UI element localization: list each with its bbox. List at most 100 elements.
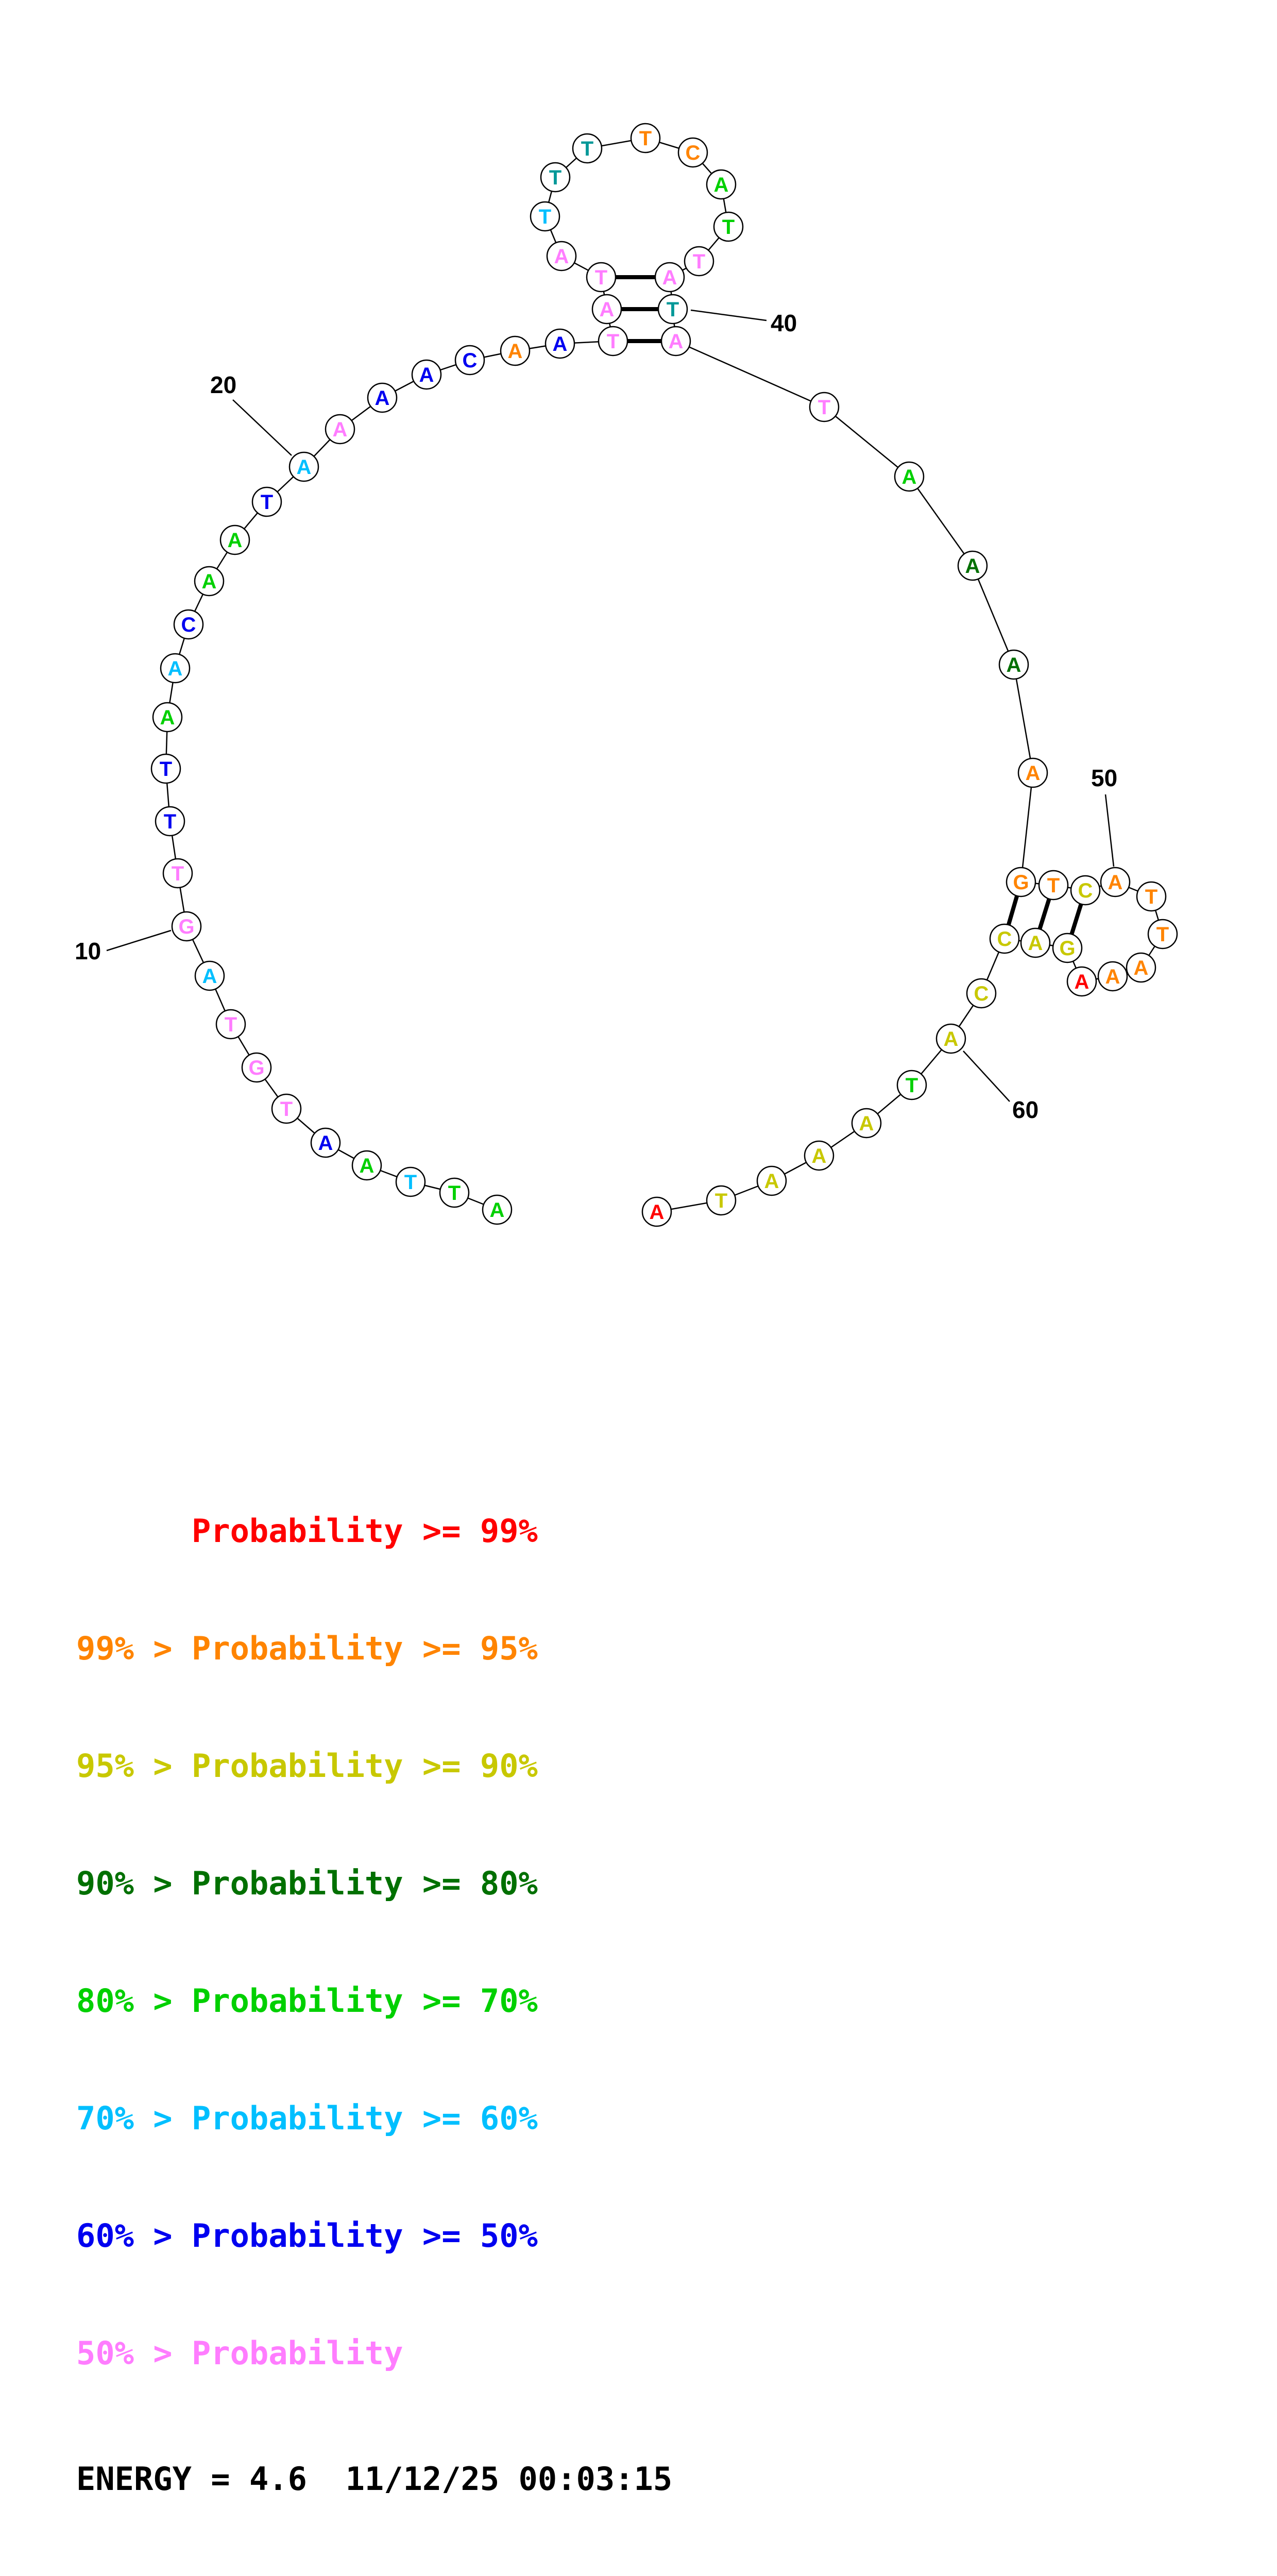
position-label: 50 — [1091, 765, 1117, 791]
nucleotide-letter: A — [1105, 965, 1120, 988]
nucleotide-letter: T — [639, 127, 652, 150]
legend-line-p90: 95% > Probability >= 90% — [76, 1747, 538, 1785]
nucleotide-circle — [677, 137, 708, 168]
nucleotide-circle — [411, 359, 442, 390]
nucleotide-letter: A — [1028, 932, 1043, 955]
nucleotide-letter: T — [404, 1171, 417, 1194]
nucleotide-letter: A — [419, 364, 434, 386]
nucleotide-letter: T — [164, 810, 176, 833]
nucleotide-letter: A — [764, 1170, 779, 1193]
nucleotide-letter: A — [650, 1201, 665, 1224]
nucleotide-letter: T — [448, 1182, 461, 1205]
nucleotide-letter: C — [997, 928, 1012, 951]
nucleotide-circle — [351, 1150, 382, 1181]
nucleotide-circle — [684, 246, 714, 277]
position-label: 40 — [771, 310, 797, 336]
nucleotide-circle — [591, 294, 622, 325]
label-pointer-line — [690, 309, 767, 321]
nucleotide-letter: T — [1156, 923, 1169, 946]
nucleotide-letter: A — [859, 1112, 874, 1135]
nucleotide-circle — [160, 653, 191, 684]
nucleotide-circle — [152, 702, 183, 733]
nucleotide-letter: T — [581, 138, 593, 160]
nucleotide-circle — [482, 1194, 513, 1225]
nucleotide-circle — [713, 211, 744, 242]
nucleotide-letter: T — [172, 862, 184, 885]
nucleotide-letter: A — [202, 965, 217, 988]
nucleotide-circle — [572, 133, 603, 164]
nucleotide-letter: A — [669, 330, 684, 353]
nucleotide-letter: T — [607, 330, 619, 353]
nucleotide-letter: A — [902, 466, 917, 488]
nucleotide-circle — [660, 326, 691, 357]
nucleotide-letter: A — [168, 657, 183, 680]
legend-line-p70: 80% > Probability >= 70% — [76, 1982, 538, 2020]
nucleotide-letter: A — [360, 1155, 374, 1177]
nucleotide-circle — [630, 123, 661, 154]
nucleotide-circle — [1006, 867, 1036, 897]
nucleotide-letter: A — [490, 1199, 505, 1222]
nucleotide-letter: A — [662, 266, 677, 289]
nucleotide-letter: A — [202, 570, 217, 593]
nucleotide-letter: T — [261, 491, 273, 514]
nucleotide-circle — [1100, 867, 1131, 897]
nucleotide-circle — [1038, 870, 1069, 901]
nucleotide-circle — [894, 461, 925, 492]
nucleotide-circle — [851, 1108, 882, 1139]
nucleotide-circle — [150, 753, 181, 784]
nucleotide-letter: G — [1013, 871, 1029, 894]
nucleotide-circle — [1147, 919, 1178, 950]
nucleotide-circle — [171, 911, 202, 942]
nucleotide-circle — [966, 978, 997, 1009]
nucleotide-circle — [367, 382, 398, 413]
nucleotide-letter: T — [818, 396, 830, 419]
nucleotide-letter: A — [297, 456, 312, 479]
nucleotide-circle — [439, 1177, 470, 1208]
nucleotide-letter: A — [375, 387, 390, 410]
nucleotide-letter: A — [600, 298, 615, 321]
nucleotide-letter: T — [693, 250, 705, 273]
nucleotide-letter: C — [181, 614, 196, 636]
nucleotide-circle — [325, 414, 355, 445]
nucleotide-letter: A — [812, 1145, 827, 1167]
nucleotide-letter: A — [228, 529, 243, 552]
nucleotide-letter: T — [549, 166, 561, 189]
nucleotide-letter: T — [1047, 874, 1060, 897]
nucleotide-circle — [1020, 927, 1051, 958]
nucleotide-circle — [1097, 961, 1128, 992]
nucleotide-letter: C — [463, 349, 478, 372]
backbone-bond — [1020, 772, 1034, 883]
nucleotide-circle — [809, 392, 840, 422]
nucleotide-circle — [1017, 757, 1048, 788]
nucleotide-circle — [162, 858, 193, 889]
probability-legend: Probability >= 99% 99% > Probability >= … — [76, 1433, 672, 2576]
nucleotide-circle — [194, 960, 225, 991]
nucleotide-circle — [756, 1165, 787, 1196]
nucleotide-circle — [540, 162, 571, 193]
nucleotide-letter: A — [333, 418, 348, 441]
nucleotide-circle — [271, 1093, 302, 1124]
backbone-bond — [675, 340, 825, 408]
nucleotide-circle — [1070, 875, 1101, 906]
nucleotide-circle — [998, 649, 1029, 680]
nucleotide-letter: T — [160, 758, 172, 781]
backbone-bond — [824, 406, 910, 477]
nucleotide-circle — [395, 1166, 426, 1197]
legend-line-lt50: 50% > Probability — [76, 2334, 403, 2372]
nucleotide-circle — [173, 609, 204, 640]
nucleotide-letter: T — [667, 298, 679, 321]
nucleotide-circle — [1136, 881, 1167, 912]
nucleotide-letter: C — [1078, 879, 1093, 902]
nucleotide-circle — [935, 1023, 966, 1054]
legend-line-p95: 99% > Probability >= 95% — [76, 1630, 538, 1667]
nucleotide-circle — [896, 1070, 927, 1100]
nucleotide-circle — [155, 806, 185, 837]
legend-line-p50: 60% > Probability >= 50% — [76, 2217, 538, 2255]
nucleotide-circle — [957, 550, 988, 581]
nucleotide-circle — [706, 1185, 737, 1216]
nucleotide-circle — [454, 345, 485, 376]
position-label: 10 — [75, 938, 101, 964]
position-label: 60 — [1012, 1096, 1038, 1123]
nucleotide-letter: T — [595, 266, 607, 289]
